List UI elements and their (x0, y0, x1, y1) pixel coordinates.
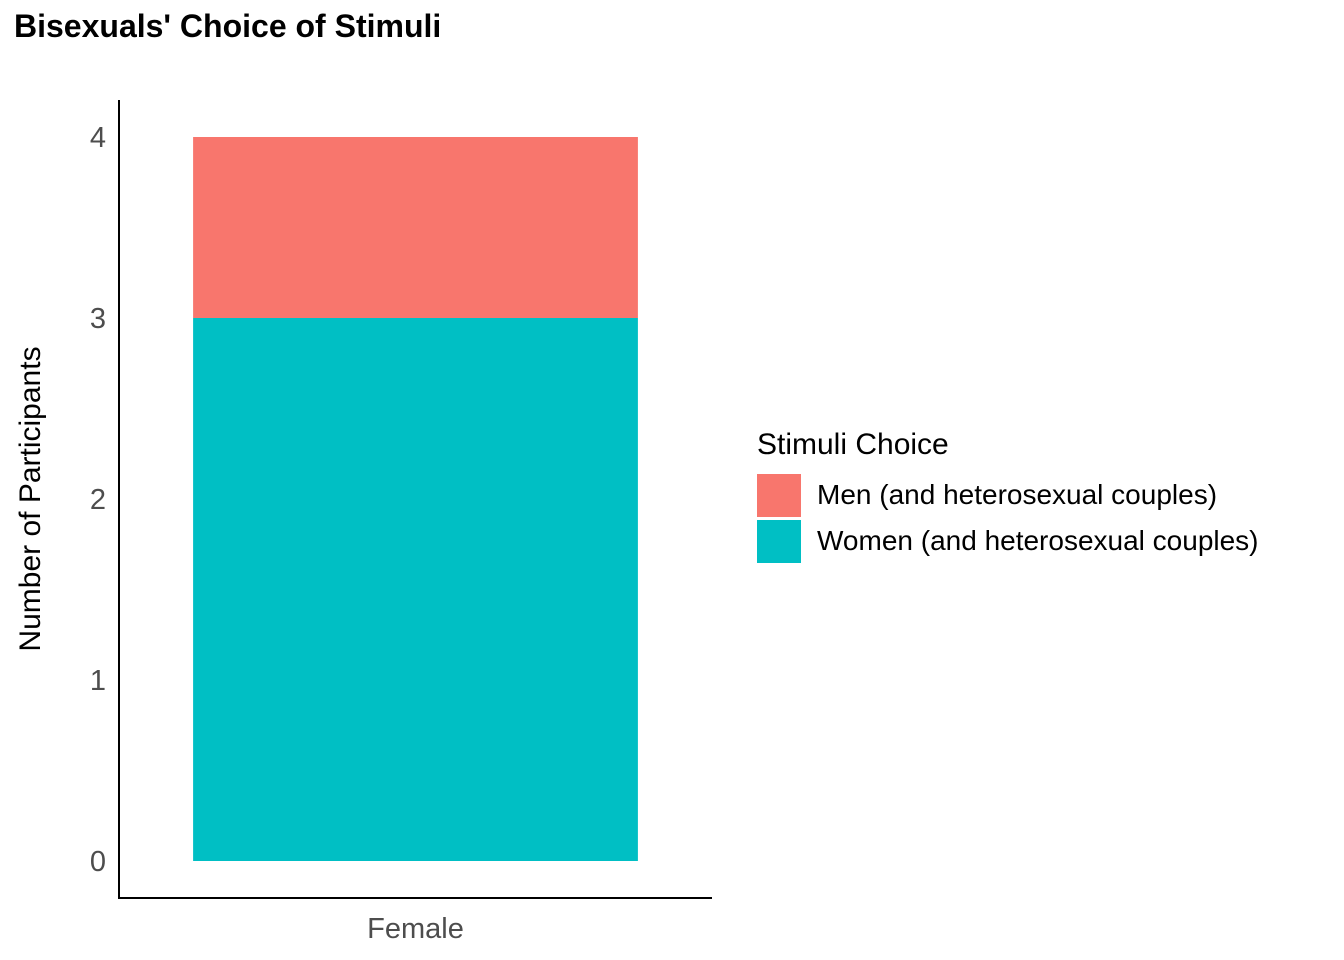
chart-title: Bisexuals' Choice of Stimuli (14, 8, 442, 44)
y-tick-label: 2 (90, 484, 106, 516)
y-ticks: 0 1 2 3 4 (90, 122, 106, 878)
y-axis-title: Number of Participants (14, 346, 47, 651)
y-tick-label: 0 (90, 846, 106, 878)
bar-female-series-0 (193, 318, 638, 861)
x-tick-label: Female (367, 913, 464, 945)
legend: Stimuli Choice Men (and heterosexual cou… (757, 428, 1337, 564)
legend-title: Stimuli Choice (757, 428, 949, 461)
y-tick-label: 3 (90, 303, 106, 335)
bar-female-series-1 (193, 137, 638, 318)
y-tick-label: 4 (90, 122, 106, 154)
legend-key-women (757, 519, 801, 563)
x-ticks: Female (367, 913, 464, 945)
legend-label-men: Men (and heterosexual couples) (817, 479, 1218, 510)
legend-item-women: Women (and heterosexual couples) (757, 518, 1337, 564)
legend-item-men: Men (and heterosexual couples) (757, 472, 1337, 518)
legend-key-men (757, 473, 801, 517)
legend-label-women: Women (and heterosexual couples) (817, 525, 1259, 556)
bars-layer (193, 137, 638, 861)
y-tick-label: 1 (90, 665, 106, 697)
